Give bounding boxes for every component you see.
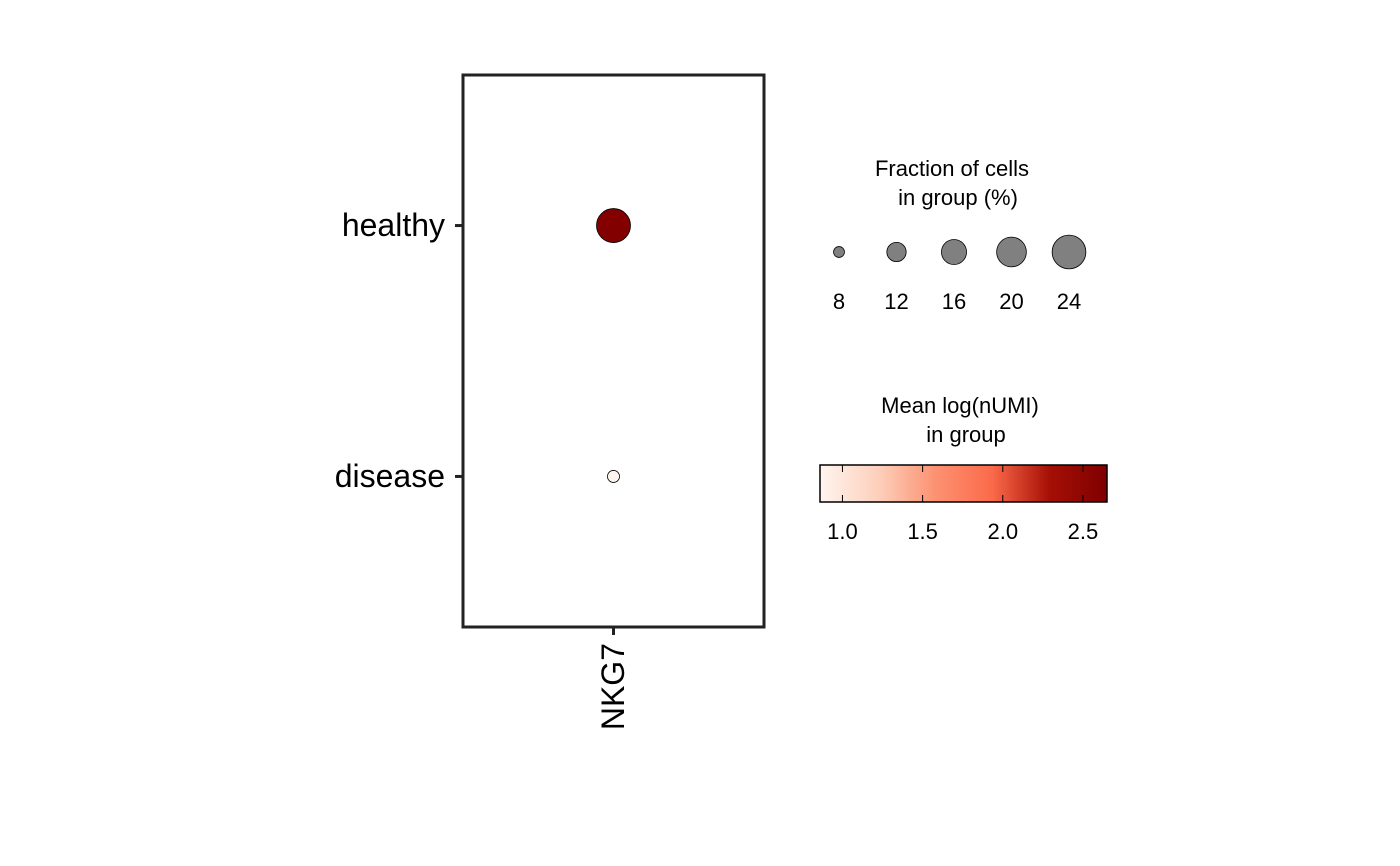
colorbar-label: 2.5 xyxy=(1068,519,1099,544)
size-legend-title: Fraction of cells xyxy=(875,156,1029,181)
colorbar-label: 2.0 xyxy=(987,519,1018,544)
size-legend-dot xyxy=(833,246,845,258)
colorbar-label: 1.5 xyxy=(907,519,938,544)
size-legend-label: 12 xyxy=(884,289,908,314)
dot xyxy=(596,208,631,243)
size-legend-label: 16 xyxy=(942,289,966,314)
size-legend-label: 20 xyxy=(999,289,1023,314)
size-legend-dot xyxy=(1051,234,1087,270)
color-legend-title: Mean log(nUMI) xyxy=(881,393,1039,418)
size-legend-label: 24 xyxy=(1057,289,1081,314)
size-legend-dot xyxy=(996,236,1027,268)
y-tick-label: disease xyxy=(335,458,445,494)
y-tick-label: healthy xyxy=(342,207,445,243)
colorbar-label: 1.0 xyxy=(827,519,858,544)
colorbar xyxy=(819,464,1108,503)
size-legend-label: 8 xyxy=(833,289,845,314)
size-legend-title: in group (%) xyxy=(898,185,1018,210)
color-legend-title: in group xyxy=(926,422,1006,447)
panel xyxy=(461,73,766,629)
size-legend-dot xyxy=(941,239,967,265)
dot xyxy=(607,470,620,483)
size-legend-dot xyxy=(886,241,907,263)
x-tick-label: NKG7 xyxy=(595,643,631,730)
